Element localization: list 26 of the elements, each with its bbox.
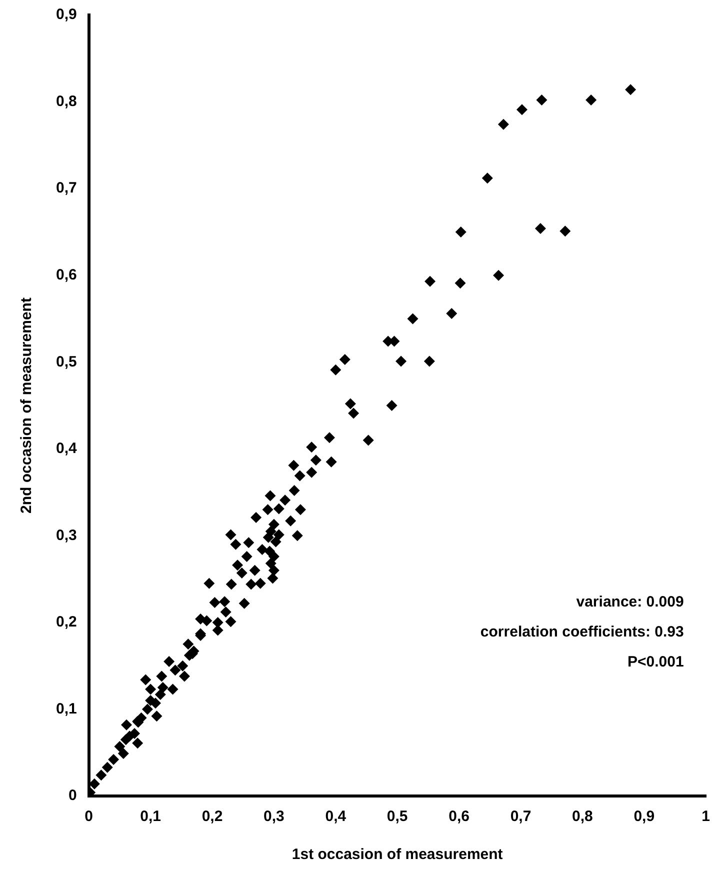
x-tick-label: 1 [702,808,710,826]
x-tick-label: 0,6 [448,808,470,826]
y-tick-label: 0,5 [56,353,77,370]
x-tick-label: 0,3 [264,808,284,826]
x-tick-label: 0,9 [634,808,655,826]
x-tick-label: 0,7 [510,808,532,826]
y-tick-label: 0,7 [56,180,77,197]
y-tick-label: 0,6 [56,266,77,284]
annotation: correlation coefficients: 0.93 [480,623,684,640]
annotation: variance: 0.009 [576,593,684,610]
y-axis-title: 2nd occasion of measurement [18,298,36,514]
annotation: P<0.001 [628,653,684,670]
x-tick-label: 0,5 [386,808,408,826]
y-tick-label: 0,9 [56,6,77,24]
x-tick-label: 0,2 [202,808,223,826]
x-tick-label: 0 [84,808,94,826]
y-tick-label: 0,2 [56,614,77,631]
y-tick-label: 0,1 [56,700,77,718]
x-tick-label: 0,1 [140,808,161,826]
x-tick-label: 0,8 [572,808,593,826]
x-axis-title: 1st occasion of measurement [292,846,503,864]
y-tick-label: 0 [68,787,77,804]
y-tick-label: 0,4 [56,440,78,458]
y-tick-label: 0,8 [56,92,77,110]
y-tick-label: 0,3 [56,526,77,544]
x-tick-label: 0,4 [325,808,347,826]
